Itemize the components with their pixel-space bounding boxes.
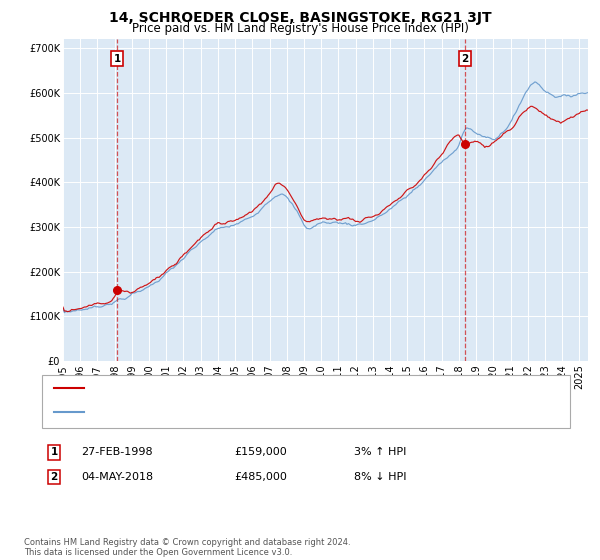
Text: Contains HM Land Registry data © Crown copyright and database right 2024.
This d: Contains HM Land Registry data © Crown c… (24, 538, 350, 557)
Text: 2: 2 (50, 472, 58, 482)
Text: 27-FEB-1998: 27-FEB-1998 (81, 447, 152, 458)
Text: 2: 2 (461, 54, 469, 64)
Text: 14, SCHROEDER CLOSE, BASINGSTOKE, RG21 3JT (detached house): 14, SCHROEDER CLOSE, BASINGSTOKE, RG21 3… (93, 383, 445, 393)
Text: Price paid vs. HM Land Registry's House Price Index (HPI): Price paid vs. HM Land Registry's House … (131, 22, 469, 35)
Text: 8% ↓ HPI: 8% ↓ HPI (354, 472, 407, 482)
Text: £159,000: £159,000 (234, 447, 287, 458)
Text: HPI: Average price, detached house, Basingstoke and Deane: HPI: Average price, detached house, Basi… (93, 407, 409, 417)
Text: 3% ↑ HPI: 3% ↑ HPI (354, 447, 406, 458)
Text: £485,000: £485,000 (234, 472, 287, 482)
Text: 1: 1 (50, 447, 58, 458)
Text: 1: 1 (113, 54, 121, 64)
Text: 04-MAY-2018: 04-MAY-2018 (81, 472, 153, 482)
Text: 14, SCHROEDER CLOSE, BASINGSTOKE, RG21 3JT: 14, SCHROEDER CLOSE, BASINGSTOKE, RG21 3… (109, 11, 491, 25)
